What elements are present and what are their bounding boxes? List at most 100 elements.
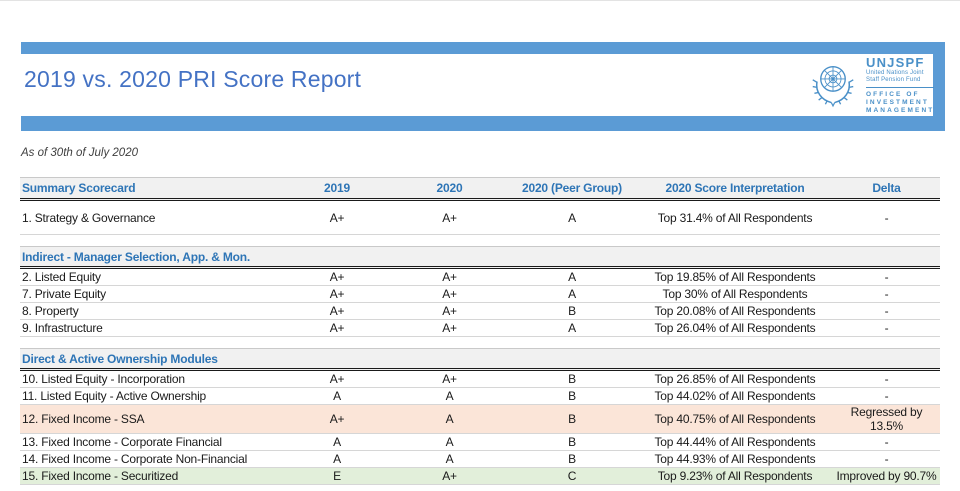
row-label: 7. Private Equity — [20, 285, 282, 303]
score-2019: A — [282, 433, 392, 451]
score-2019: A+ — [282, 302, 392, 320]
score-2019: A+ — [282, 285, 392, 303]
score-2020: A+ — [392, 369, 507, 388]
table-header-row: Summary Scorecard 2019 2020 2020 (Peer G… — [20, 177, 940, 201]
logo-divider — [866, 87, 934, 88]
score-2019: E — [282, 467, 392, 485]
row-label: 14. Fixed Income - Corporate Non-Financi… — [20, 450, 282, 468]
banner-bar-top — [21, 42, 945, 54]
section-header-indirect: Indirect - Manager Selection, App. & Mon… — [20, 246, 940, 269]
logo-office-line1: OFFICE OF — [866, 91, 920, 98]
score-2019: A+ — [282, 319, 392, 337]
delta-value: Regressed by 13.5% — [833, 404, 940, 434]
table-row: 7. Private Equity A+ A+ A Top 30% of All… — [20, 285, 940, 303]
delta-value: Improved by 90.7% — [833, 467, 940, 485]
logo-office-line2: INVESTMENT — [866, 99, 929, 106]
table-row: 13. Fixed Income - Corporate Financial A… — [20, 433, 940, 451]
score-peer-group: A — [507, 199, 637, 235]
score-peer-group: B — [507, 433, 637, 451]
score-peer-group: A — [507, 319, 637, 337]
score-interpretation: Top 44.02% of All Respondents — [637, 387, 833, 405]
section-label: Indirect - Manager Selection, App. & Mon… — [20, 246, 940, 269]
spacer-row — [20, 336, 940, 349]
logo-acronym: UNJSPF — [866, 55, 925, 70]
score-2020: A+ — [392, 302, 507, 320]
score-2020: A — [392, 387, 507, 405]
logo-office-line3: MANAGEMENT — [866, 107, 935, 114]
score-interpretation: Top 20.08% of All Respondents — [637, 302, 833, 320]
table-row: 11. Listed Equity - Active Ownership A A… — [20, 387, 940, 405]
score-peer-group: A — [507, 285, 637, 303]
delta-value: - — [833, 369, 940, 388]
score-2020: A+ — [392, 319, 507, 337]
row-label: 10. Listed Equity - Incorporation — [20, 369, 282, 388]
header-2020-score-interpretation: 2020 Score Interpretation — [637, 177, 833, 201]
banner-bar-right-connector — [933, 42, 945, 131]
table-row: 8. Property A+ A+ B Top 20.08% of All Re… — [20, 302, 940, 320]
spacer-row — [20, 234, 940, 247]
score-interpretation: Top 44.44% of All Respondents — [637, 433, 833, 451]
score-peer-group: A — [507, 267, 637, 286]
header-summary-scorecard: Summary Scorecard — [20, 177, 282, 201]
score-2019: A+ — [282, 369, 392, 388]
table-row-improved: 15. Fixed Income - Securitized E A+ C To… — [20, 467, 940, 485]
table-row-regressed: 12. Fixed Income - SSA A+ A B Top 40.75%… — [20, 404, 940, 434]
page-top-edge — [0, 0, 960, 1]
delta-value: - — [833, 267, 940, 286]
logo-subtitle-line2: Staff Pension Fund — [866, 77, 921, 83]
unjspf-logo: UNJSPF United Nations Joint Staff Pensio… — [806, 56, 934, 115]
row-label: 12. Fixed Income - SSA — [20, 404, 282, 434]
score-interpretation: Top 40.75% of All Respondents — [637, 404, 833, 434]
table-row: 9. Infrastructure A+ A+ A Top 26.04% of … — [20, 319, 940, 337]
score-2020: A+ — [392, 285, 507, 303]
table-row: 1. Strategy & Governance A+ A+ A Top 31.… — [20, 199, 940, 235]
score-2020: A — [392, 450, 507, 468]
score-2019: A+ — [282, 267, 392, 286]
delta-value: - — [833, 302, 940, 320]
score-interpretation: Top 26.85% of All Respondents — [637, 369, 833, 388]
row-label: 13. Fixed Income - Corporate Financial — [20, 433, 282, 451]
delta-value: - — [833, 387, 940, 405]
section-header-direct: Direct & Active Ownership Modules — [20, 348, 940, 371]
table-row: 10. Listed Equity - Incorporation A+ A+ … — [20, 369, 940, 388]
delta-value: - — [833, 285, 940, 303]
score-peer-group: B — [507, 369, 637, 388]
row-label: 8. Property — [20, 302, 282, 320]
banner-bar-bottom — [21, 116, 945, 131]
score-peer-group: B — [507, 450, 637, 468]
score-2019: A — [282, 450, 392, 468]
delta-value: - — [833, 319, 940, 337]
logo-text-block: UNJSPF United Nations Joint Staff Pensio… — [866, 56, 934, 115]
score-table: Summary Scorecard 2019 2020 2020 (Peer G… — [20, 177, 940, 485]
header-2020-peer-group: 2020 (Peer Group) — [507, 177, 637, 201]
score-peer-group: B — [507, 387, 637, 405]
row-label: 2. Listed Equity — [20, 267, 282, 286]
score-interpretation: Top 19.85% of All Respondents — [637, 267, 833, 286]
row-label: 11. Listed Equity - Active Ownership — [20, 387, 282, 405]
delta-value: - — [833, 450, 940, 468]
table-row: 2. Listed Equity A+ A+ A Top 19.85% of A… — [20, 267, 940, 286]
delta-value: - — [833, 433, 940, 451]
section-label: Direct & Active Ownership Modules — [20, 348, 940, 371]
as-of-date: As of 30th of July 2020 — [21, 147, 138, 159]
score-peer-group: C — [507, 467, 637, 485]
row-label: 9. Infrastructure — [20, 319, 282, 337]
score-2019: A — [282, 387, 392, 405]
score-2020: A — [392, 404, 507, 434]
score-2019: A+ — [282, 404, 392, 434]
header-2019: 2019 — [282, 177, 392, 201]
score-interpretation: Top 31.4% of All Respondents — [637, 199, 833, 235]
page-title: 2019 vs. 2020 PRI Score Report — [24, 66, 362, 92]
score-2020: A+ — [392, 467, 507, 485]
header-2020: 2020 — [392, 177, 507, 201]
header-delta: Delta — [833, 177, 940, 201]
row-label: 1. Strategy & Governance — [20, 199, 282, 235]
score-peer-group: B — [507, 302, 637, 320]
score-peer-group: B — [507, 404, 637, 434]
score-interpretation: Top 9.23% of All Respondents — [637, 467, 833, 485]
logo-subtitle-line1: United Nations Joint — [866, 70, 924, 76]
row-label: 15. Fixed Income - Securitized — [20, 467, 282, 485]
score-interpretation: Top 30% of All Respondents — [637, 285, 833, 303]
delta-value: - — [833, 199, 940, 235]
